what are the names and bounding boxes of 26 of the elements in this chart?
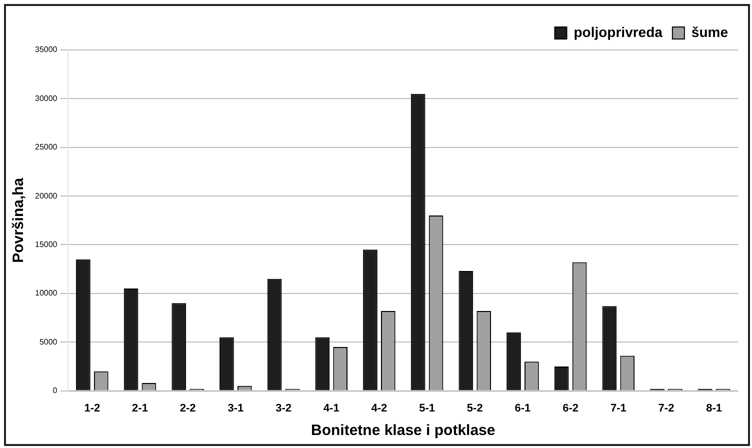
x-tick-label: 2-1 [132,402,148,414]
x-tick-label: 5-2 [466,402,483,414]
y-tick-label: 10000 [34,288,58,298]
y-tick-label: 0 [52,386,58,396]
x-tick-label: 2-2 [180,402,196,414]
x-tick-label: 8-1 [706,402,722,414]
x-tick-label: 4-2 [371,402,388,414]
x-tick-label: 7-2 [658,402,674,414]
x-tick-label: 3-1 [228,402,244,414]
y-tick-label: 20000 [34,191,58,200]
x-tick-label: 7-1 [610,402,626,414]
x-axis-title: Bonitetne klase i potklase [311,422,496,440]
y-tick-label: 35000 [34,45,58,54]
legend-label: poljoprivreda [574,24,663,40]
x-tick-label: 5-1 [419,402,435,414]
y-tick-label: 30000 [34,94,58,103]
x-tick-label: 3-2 [276,402,292,414]
x-tick-label: 1-2 [84,402,100,414]
y-tick-label: 5000 [39,337,58,346]
x-tick-label: 4-1 [323,402,340,414]
y-tick-label: 15000 [34,240,58,249]
x-tick-label: 6-2 [562,402,579,414]
x-tick-label: 6-1 [514,402,531,414]
y-tick-label: 25000 [34,142,58,152]
y-axis-title: Površina,ha [10,177,28,263]
legend-label: šume [691,24,728,40]
